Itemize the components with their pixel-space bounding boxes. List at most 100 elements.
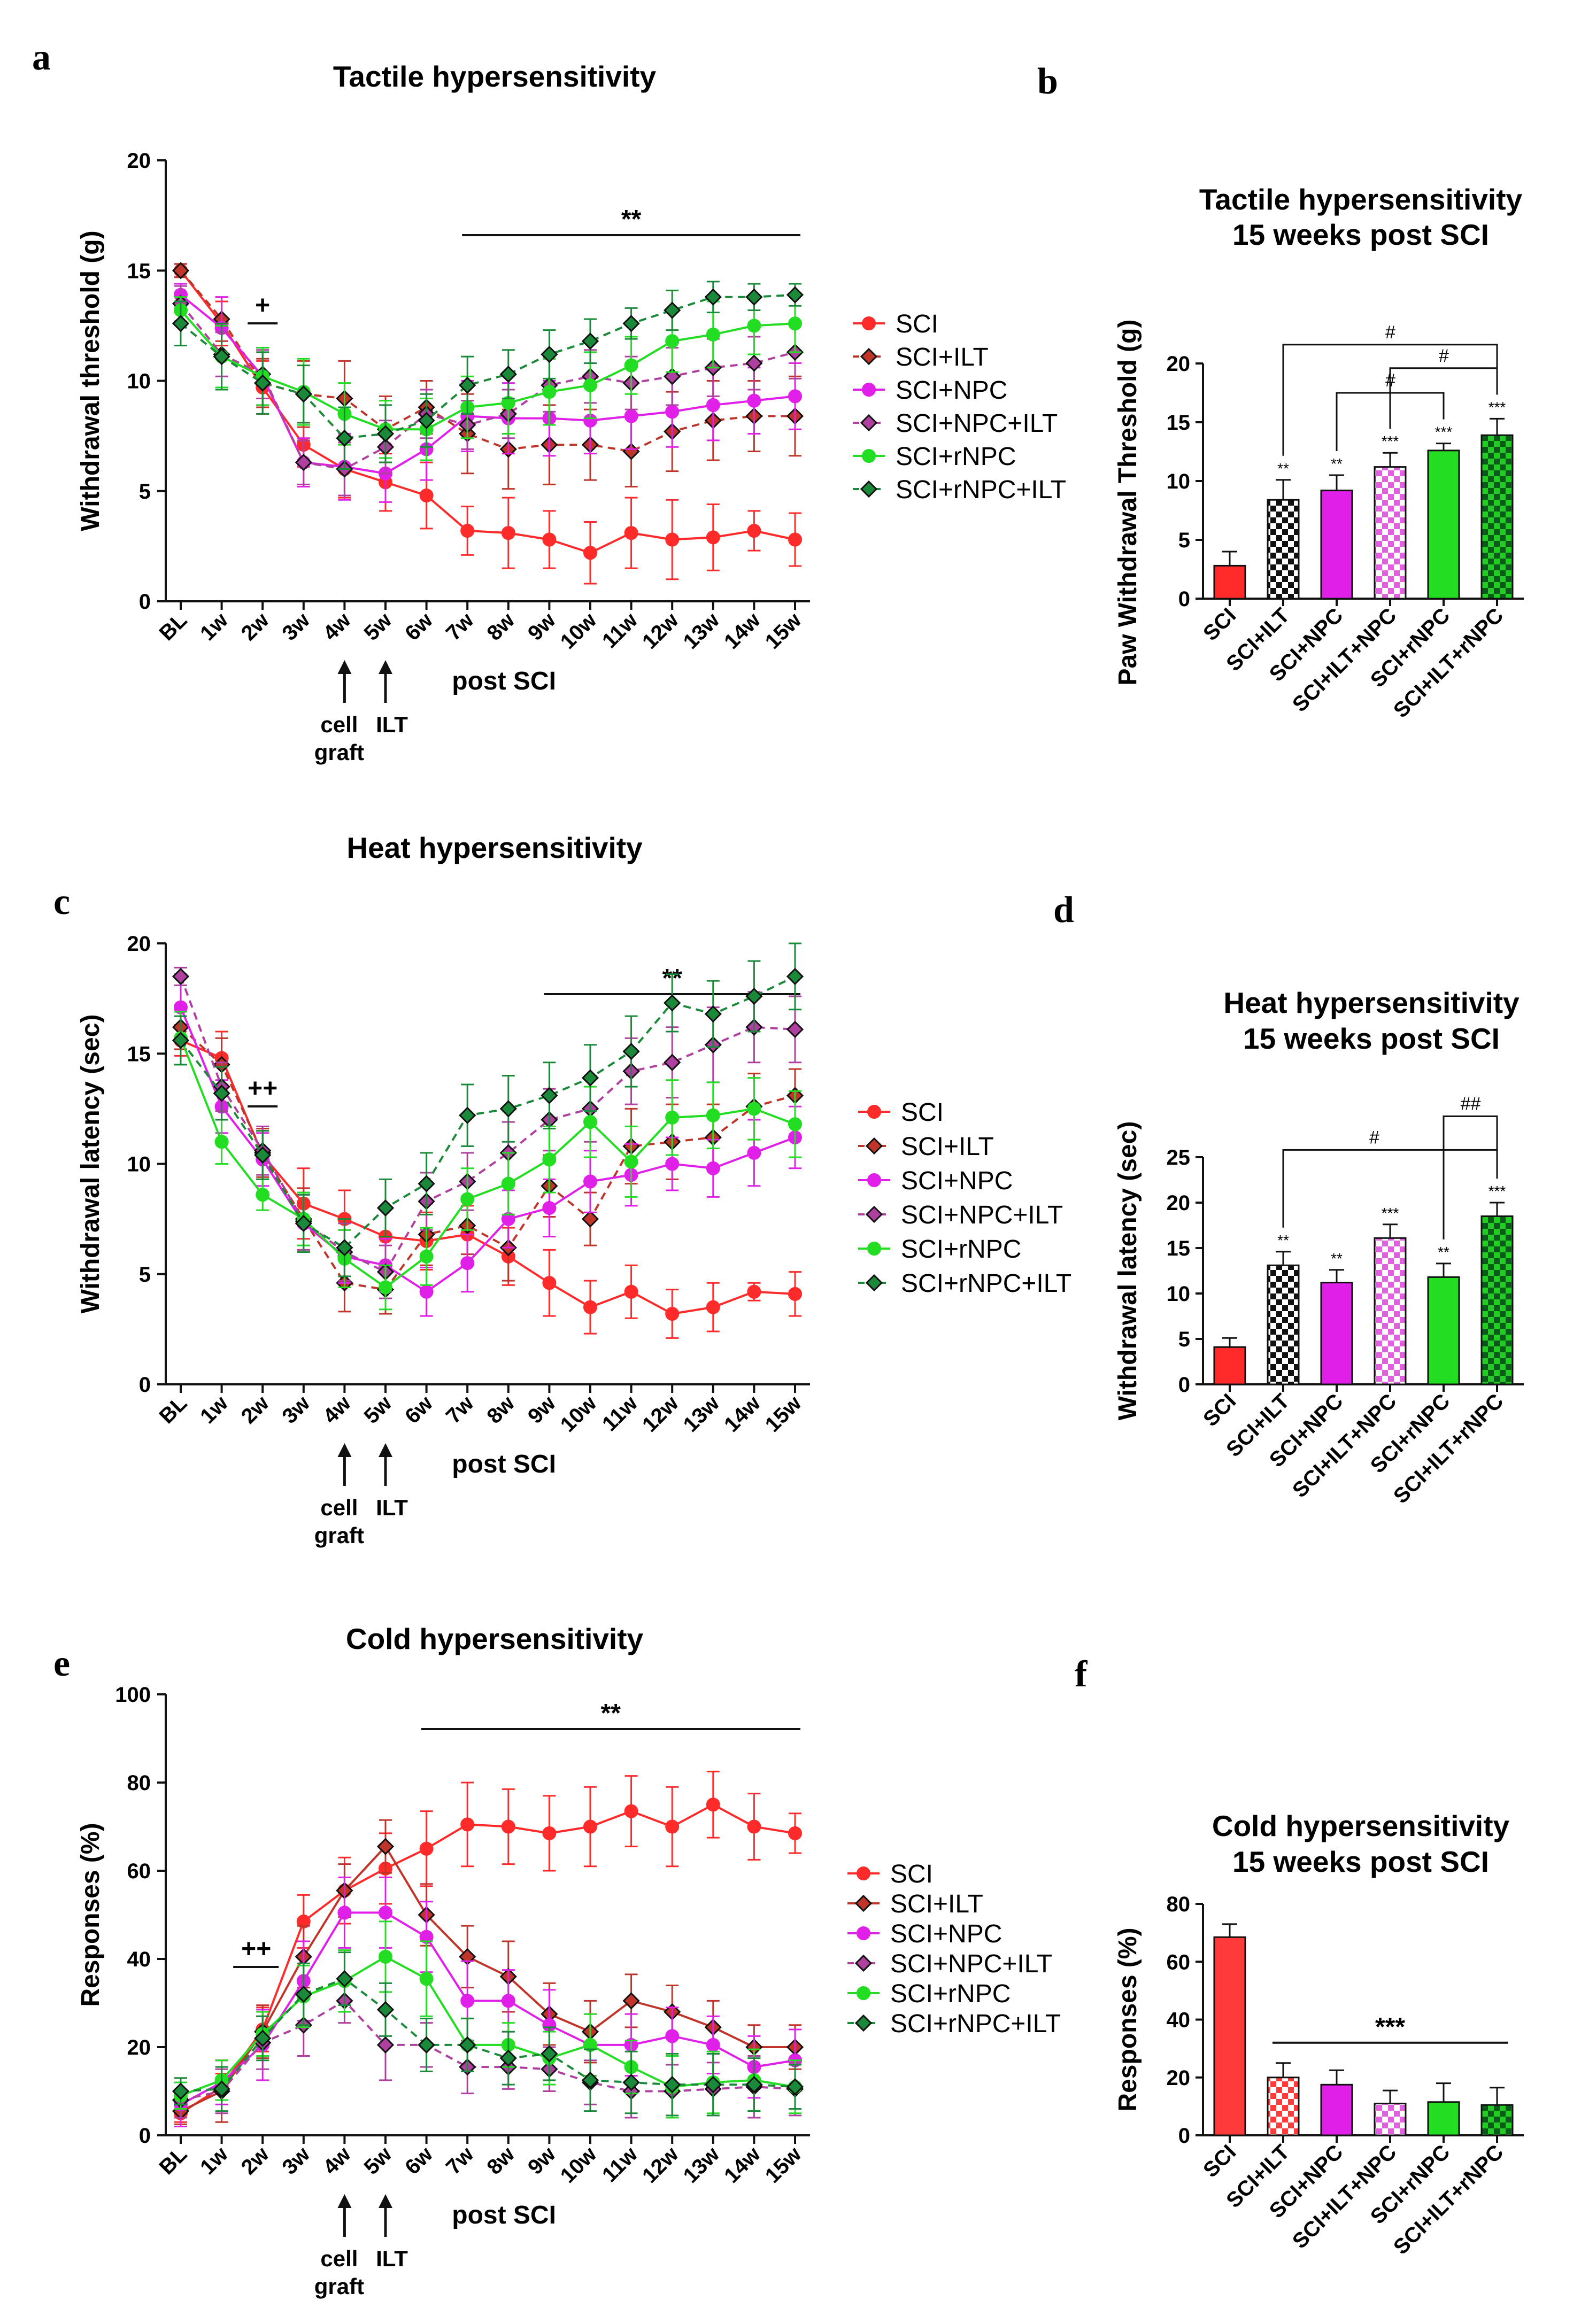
- y-axis-label: Withdrawal threshold (g): [76, 230, 105, 531]
- annotation-label: cell: [320, 1495, 358, 1520]
- data-point: [665, 2029, 680, 2043]
- early-significance-label: ++: [248, 1074, 277, 1103]
- bar: [1320, 2083, 1353, 2136]
- annotation-label: cell: [320, 712, 358, 737]
- data-point: [418, 2036, 435, 2054]
- data-point: [622, 1043, 640, 1060]
- significance-label: **: [601, 1699, 621, 1727]
- x-tick-label: BL: [155, 608, 192, 645]
- data-point: [624, 358, 638, 373]
- bar: [1480, 2104, 1514, 2136]
- arrow-head: [337, 2194, 352, 2208]
- data-point: [747, 319, 761, 333]
- legend-label: SCI+rNPC+ILT: [896, 476, 1066, 504]
- y-tick-label: 0: [1178, 2124, 1190, 2148]
- x-tick-label: 9w: [523, 608, 560, 645]
- x-tick-label: 14w: [720, 2142, 765, 2188]
- x-tick-label: 13w: [679, 608, 724, 654]
- y-tick-label: 0: [139, 1373, 151, 1397]
- data-point: [745, 2076, 763, 2094]
- chart-heat-time-course: Heat hypersensitivity 0 5 10 15 20 Withdrawal …: [76, 831, 1071, 1548]
- series-line: [180, 270, 796, 554]
- data-point: [745, 288, 763, 306]
- x-tick-label: 6w: [400, 608, 437, 645]
- data-point: [665, 405, 680, 419]
- data-point: [542, 1152, 557, 1167]
- y-tick-label: 10: [1167, 470, 1191, 493]
- data-point: [665, 1157, 680, 1171]
- data-point: [583, 1174, 597, 1189]
- data-point: [624, 409, 638, 423]
- panel-letter-c: c: [53, 881, 70, 923]
- data-point: [254, 2029, 272, 2047]
- y-tick-label: 80: [127, 1771, 151, 1795]
- hash-bracket: [1282, 1149, 1498, 1228]
- data-point: [499, 2049, 517, 2067]
- data-point: [172, 1032, 190, 1049]
- data-point: [583, 546, 597, 560]
- y-tick-label: 5: [1178, 1328, 1190, 1351]
- data-point: [706, 1798, 720, 1812]
- data-point: [295, 454, 312, 471]
- series-line: [180, 1999, 796, 2101]
- chart-title: Cold hypersensitivity: [1212, 1809, 1510, 1842]
- y-tick-label: 15: [127, 1042, 151, 1066]
- series-line: [180, 1006, 796, 1293]
- x-tick-label: 12w: [638, 2142, 683, 2188]
- chart-tactile-time-course: Tactile hypersensitivity 0 5 10 15 20 Withdraw…: [76, 60, 1066, 765]
- data-point: [624, 1155, 638, 1169]
- data-point: [460, 1192, 475, 1206]
- series-line: [180, 269, 795, 453]
- bar-significance-label: ***: [1489, 399, 1506, 415]
- legend-marker: [867, 1105, 881, 1119]
- data-point: [256, 1188, 270, 1202]
- series-sci-rnpc-ilt: [172, 1951, 804, 2117]
- x-tick-label: 3w: [277, 1391, 314, 1428]
- x-tick-label: 7w: [442, 1391, 479, 1428]
- data-point: [172, 315, 190, 332]
- x-tick-label: SCI: [1199, 603, 1240, 645]
- data-point: [501, 526, 515, 540]
- data-point: [622, 315, 640, 332]
- y-tick-label: 10: [1167, 1282, 1191, 1306]
- x-tick-label: 8w: [482, 2142, 519, 2179]
- legend-label: SCI+NPC+ILT: [890, 1950, 1052, 1978]
- data-point: [336, 1239, 353, 1257]
- legend-label: SCI+NPC+ILT: [896, 409, 1058, 438]
- series-sci-rnpc-ilt: [172, 942, 804, 1277]
- data-point: [745, 987, 763, 1005]
- bar: [1213, 1346, 1246, 1385]
- data-point: [788, 1117, 802, 1132]
- data-point: [460, 1256, 475, 1271]
- x-tick-label: 14w: [720, 1391, 765, 1437]
- x-tick-label: 3w: [277, 608, 314, 645]
- x-tick-label: 11w: [598, 2142, 643, 2187]
- bar-significance-label: **: [1438, 1244, 1449, 1260]
- data-point: [583, 1819, 597, 1834]
- panel-letter-e: e: [53, 1643, 70, 1684]
- data-point: [542, 1276, 557, 1290]
- chart-subtitle: 15 weeks post SCI: [1243, 1022, 1500, 1055]
- chart-cold-time-course: Cold hypersensitivity 0 20 40 60 80 100 Respons…: [76, 1622, 1061, 2299]
- legend-label: SCI: [890, 1860, 933, 1888]
- x-tick-label: 12w: [638, 1391, 683, 1437]
- bar-significance-label: **: [1277, 1232, 1289, 1249]
- data-point: [419, 1972, 434, 1986]
- x-tick-label: 15w: [761, 1391, 806, 1437]
- x-tick-label: 11w: [598, 608, 643, 653]
- data-point: [786, 1020, 804, 1038]
- significance-label: **: [621, 205, 642, 234]
- y-tick-label: 5: [1178, 529, 1190, 552]
- x-tick-label: 3w: [277, 2142, 314, 2179]
- legend-marker: [865, 1137, 883, 1155]
- bar-significance-label: **: [1331, 455, 1343, 472]
- y-tick-label: 20: [1167, 2066, 1191, 2090]
- x-tick-label: 5w: [360, 1391, 397, 1428]
- data-point: [542, 532, 557, 547]
- y-tick-label: 20: [1167, 352, 1191, 376]
- y-tick-label: 15: [127, 259, 151, 283]
- data-point: [706, 398, 720, 412]
- legend-label: SCI+NPC+ILT: [901, 1201, 1063, 1229]
